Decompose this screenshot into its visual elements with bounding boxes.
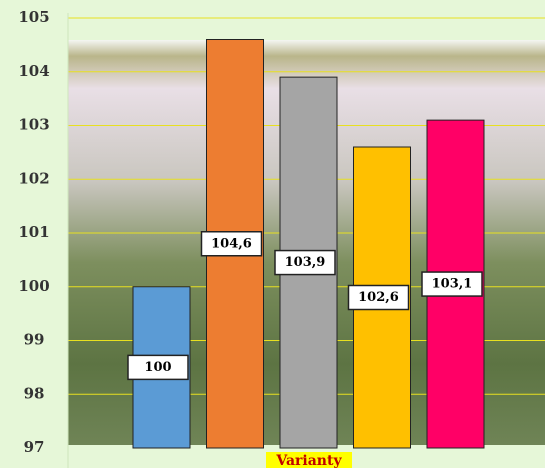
- x-axis-label: Varianty: [275, 453, 342, 468]
- y-tick-label: 101: [18, 223, 49, 241]
- y-tick-label: 105: [18, 8, 49, 26]
- value-label: 103,1: [432, 277, 473, 292]
- value-label-box: [274, 249, 336, 276]
- value-label-box: [347, 284, 410, 311]
- value-label: 102,6: [358, 290, 399, 305]
- y-tick-label: 99: [24, 331, 45, 349]
- y-tick-label: 104: [18, 62, 49, 80]
- x-label-bg: [266, 452, 352, 468]
- value-label-box: [200, 231, 263, 257]
- value-label: 104,6: [211, 236, 252, 251]
- y-tick-label: 97: [24, 438, 45, 456]
- value-label: 103,9: [285, 255, 326, 270]
- y-tick-label: 100: [18, 277, 49, 295]
- y-tick-label: 103: [18, 116, 49, 134]
- value-label-box: [421, 271, 483, 297]
- y-tick-label: 98: [24, 384, 45, 402]
- y-tick-label: 102: [18, 169, 49, 187]
- value-label: 100: [144, 360, 171, 375]
- value-label-box: [127, 354, 189, 381]
